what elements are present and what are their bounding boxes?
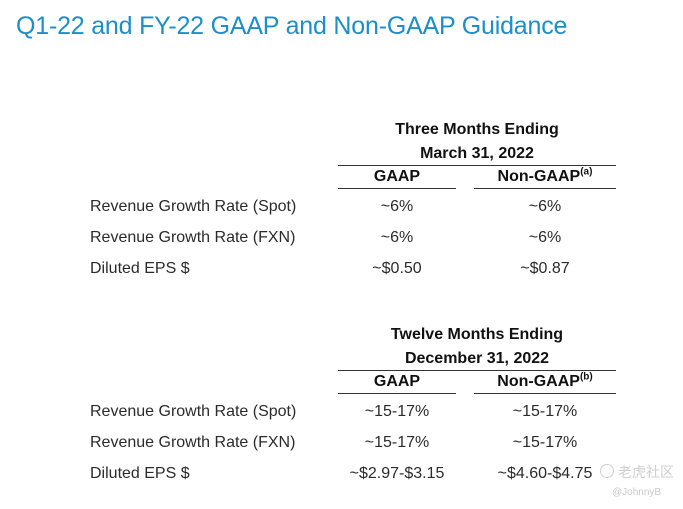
table-row: Revenue Growth Rate (FXN) ~15-17% ~15-17… <box>0 434 683 458</box>
nongaap-value: ~$0.87 <box>520 260 570 277</box>
page-title: Q1-22 and FY-22 GAAP and Non-GAAP Guidan… <box>16 12 568 40</box>
fy-col-nongaap: Non-GAAP(b) <box>497 371 593 390</box>
fy-period-header-line1: Twelve Months Ending <box>390 326 564 343</box>
watermark-user: @JohnnyB <box>612 487 662 498</box>
table-row: Revenue Growth Rate (Spot) ~6% ~6% <box>0 198 683 222</box>
nongaap-value: ~6% <box>528 229 562 246</box>
q1-period-header-line1: Three Months Ending <box>395 121 559 138</box>
gaap-value: ~15-17% <box>364 403 430 420</box>
q1-col-gaap: GAAP <box>373 168 421 185</box>
nongaap-value: ~15-17% <box>512 403 578 420</box>
table-row: Diluted EPS $ ~$0.50 ~$0.87 <box>0 260 683 284</box>
table-row: Diluted EPS $ ~$2.97-$3.15 ~$4.60-$4.75 <box>0 465 683 489</box>
watermark-logo-icon <box>600 464 614 478</box>
row-label: Diluted EPS $ <box>90 465 190 482</box>
gaap-value: ~6% <box>380 198 414 215</box>
nongaap-value: ~15-17% <box>512 434 578 451</box>
gaap-value: ~6% <box>380 229 414 246</box>
q1-header-rule <box>338 165 616 166</box>
row-label: Revenue Growth Rate (FXN) <box>90 434 296 451</box>
fy-gaap-rule <box>338 393 456 394</box>
q1-footnote-marker: (a) <box>580 166 593 178</box>
row-label: Revenue Growth Rate (Spot) <box>90 198 297 215</box>
q1-gaap-rule <box>338 188 456 189</box>
nongaap-value: ~$4.60-$4.75 <box>497 465 593 482</box>
row-label: Diluted EPS $ <box>90 260 190 277</box>
watermark: 老虎社区 <box>600 462 674 482</box>
row-label: Revenue Growth Rate (Spot) <box>90 403 297 420</box>
q1-nongaap-rule <box>474 188 616 189</box>
fy-header-rule <box>338 370 616 371</box>
fy-period-header-line2: December 31, 2022 <box>404 350 550 367</box>
row-label: Revenue Growth Rate (FXN) <box>90 229 296 246</box>
table-row: Revenue Growth Rate (FXN) ~6% ~6% <box>0 229 683 253</box>
gaap-value: ~15-17% <box>364 434 430 451</box>
gaap-value: ~$0.50 <box>372 260 422 277</box>
q1-period-header-line2: March 31, 2022 <box>420 145 534 162</box>
table-row: Revenue Growth Rate (Spot) ~15-17% ~15-1… <box>0 403 683 427</box>
fy-footnote-marker: (b) <box>579 371 593 383</box>
gaap-value: ~$2.97-$3.15 <box>349 465 445 482</box>
q1-col-nongaap: Non-GAAP(a) <box>497 166 593 185</box>
fy-col-gaap: GAAP <box>373 373 421 390</box>
nongaap-value: ~6% <box>528 198 562 215</box>
fy-nongaap-rule <box>474 393 616 394</box>
